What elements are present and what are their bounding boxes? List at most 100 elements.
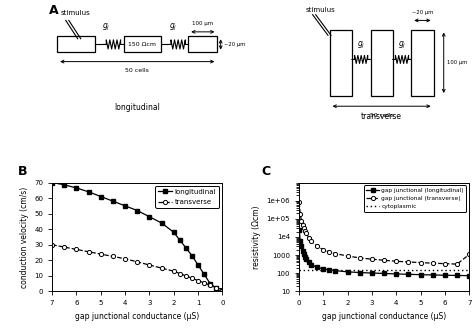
longitudinal <box>219 289 224 293</box>
gap junctional (transverse) <box>357 256 363 260</box>
Text: 50 cells: 50 cells <box>125 68 149 73</box>
Line: gap junctional (longitudinal): gap junctional (longitudinal) <box>297 228 471 278</box>
cytoplasmic <box>320 268 326 272</box>
Text: $g_j$: $g_j$ <box>102 22 111 33</box>
transverse <box>122 257 128 261</box>
gap junctional (transverse) <box>442 262 448 266</box>
gap junctional (transverse) <box>430 261 436 265</box>
Bar <box>124 37 161 53</box>
transverse <box>159 266 164 270</box>
longitudinal <box>183 246 189 250</box>
Bar <box>371 29 392 96</box>
gap junctional (longitudinal) <box>296 228 302 232</box>
gap junctional (longitudinal) <box>327 268 332 272</box>
Text: B: B <box>18 165 27 178</box>
transverse <box>208 283 213 287</box>
longitudinal <box>195 263 201 267</box>
longitudinal <box>110 199 116 203</box>
Line: longitudinal: longitudinal <box>50 181 224 293</box>
transverse <box>195 278 201 282</box>
gap junctional (transverse) <box>320 248 326 252</box>
gap junctional (longitudinal) <box>369 271 375 275</box>
longitudinal <box>159 221 164 225</box>
Text: $g_j$: $g_j$ <box>357 40 365 51</box>
X-axis label: gap junctional conductance (μS): gap junctional conductance (μS) <box>322 312 446 321</box>
transverse <box>183 274 189 278</box>
gap junctional (longitudinal) <box>430 273 436 277</box>
gap junctional (longitudinal) <box>302 255 308 259</box>
gap junctional (transverse) <box>302 229 308 233</box>
Text: stimulus: stimulus <box>61 10 91 16</box>
transverse <box>135 260 140 264</box>
gap junctional (transverse) <box>299 218 304 222</box>
Text: ~20 μm: ~20 μm <box>224 42 246 47</box>
Line: transverse: transverse <box>50 243 224 293</box>
gap junctional (longitudinal) <box>442 273 448 277</box>
transverse <box>49 243 55 247</box>
gap junctional (longitudinal) <box>381 271 387 275</box>
Legend: gap junctional (longitudinal), gap junctional (transverse), cytoplasmic: gap junctional (longitudinal), gap junct… <box>364 186 466 212</box>
Bar <box>188 37 217 53</box>
transverse <box>62 245 67 249</box>
longitudinal <box>146 215 152 219</box>
gap junctional (longitudinal) <box>299 245 304 249</box>
gap junctional (transverse) <box>454 262 460 266</box>
Text: A: A <box>49 4 58 17</box>
transverse <box>213 285 219 289</box>
gap junctional (longitudinal) <box>301 252 307 256</box>
transverse <box>86 250 91 254</box>
gap junctional (transverse) <box>345 254 350 258</box>
gap junctional (longitudinal) <box>418 273 423 277</box>
longitudinal <box>49 181 55 185</box>
Bar <box>411 29 434 96</box>
gap junctional (longitudinal) <box>466 274 472 278</box>
cytoplasmic <box>296 268 302 272</box>
gap junctional (longitudinal) <box>320 267 326 271</box>
longitudinal <box>122 204 128 208</box>
Y-axis label: resistivity (Ωcm): resistivity (Ωcm) <box>252 205 261 269</box>
gap junctional (transverse) <box>327 250 332 254</box>
Text: $g_j$: $g_j$ <box>398 40 406 51</box>
gap junctional (longitudinal) <box>297 239 303 243</box>
gap junctional (transverse) <box>393 259 399 263</box>
gap junctional (longitudinal) <box>303 257 309 261</box>
longitudinal <box>62 183 67 187</box>
gap junctional (longitudinal) <box>333 269 338 273</box>
gap junctional (transverse) <box>418 261 423 265</box>
transverse <box>217 288 223 292</box>
transverse <box>189 276 195 280</box>
gap junctional (transverse) <box>296 200 302 204</box>
gap junctional (transverse) <box>406 260 411 264</box>
transverse <box>177 272 182 276</box>
longitudinal <box>86 190 91 194</box>
transverse <box>73 248 79 252</box>
gap junctional (transverse) <box>303 231 309 235</box>
longitudinal <box>98 195 104 199</box>
gap junctional (transverse) <box>466 252 472 256</box>
X-axis label: gap junctional conductance (μS): gap junctional conductance (μS) <box>75 312 200 321</box>
gap junctional (transverse) <box>301 226 307 230</box>
Y-axis label: conduction velocity (cm/s): conduction velocity (cm/s) <box>19 186 28 288</box>
longitudinal <box>213 286 219 290</box>
Text: C: C <box>262 165 271 178</box>
Text: transverse: transverse <box>361 112 402 121</box>
Text: ~20 μm: ~20 μm <box>412 10 433 15</box>
transverse <box>110 254 116 258</box>
longitudinal <box>177 238 182 242</box>
gap junctional (longitudinal) <box>357 271 363 275</box>
transverse <box>219 289 224 293</box>
Text: $g_j$: $g_j$ <box>169 22 177 33</box>
gap junctional (longitudinal) <box>345 270 350 274</box>
gap junctional (transverse) <box>333 252 338 256</box>
gap junctional (transverse) <box>300 222 306 226</box>
longitudinal <box>201 272 207 276</box>
transverse <box>146 263 152 267</box>
longitudinal <box>135 208 140 212</box>
Text: 100 μm: 100 μm <box>192 21 213 26</box>
gap junctional (longitudinal) <box>406 272 411 276</box>
gap junctional (transverse) <box>381 258 387 262</box>
gap junctional (transverse) <box>297 212 303 216</box>
Text: longitudinal: longitudinal <box>114 103 160 112</box>
longitudinal <box>73 186 79 190</box>
transverse <box>201 281 207 285</box>
